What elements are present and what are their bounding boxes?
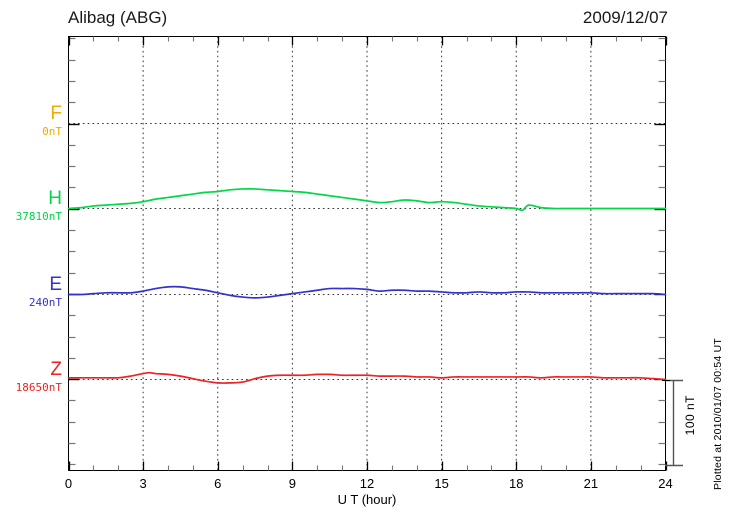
component-symbol-h: H	[48, 188, 62, 209]
component-label-z: Z 18650nT	[16, 360, 62, 393]
x-tick-label: 0	[64, 476, 73, 491]
component-symbol-f: F	[50, 103, 62, 124]
x-tick-label: 24	[658, 476, 673, 491]
component-baseline-z: 18650nT	[15, 381, 62, 394]
component-baseline-f: 0nT	[42, 125, 62, 138]
component-baseline-h: 37810nT	[15, 210, 62, 223]
x-tick-label: 18	[509, 476, 524, 491]
x-tick-label: 15	[434, 476, 449, 491]
x-tick-label: 6	[214, 476, 222, 491]
x-tick-label: 9	[288, 476, 296, 491]
x-tick-label: 21	[583, 476, 599, 491]
x-axis-ticks	[68, 36, 668, 471]
x-tick-label: 3	[139, 476, 147, 491]
x-axis-title: U T (hour)	[337, 492, 397, 507]
data-traces	[67, 187, 667, 384]
x-tick-label: 12	[359, 476, 375, 491]
component-label-h: H 37810nT	[16, 189, 62, 222]
vertical-gridlines	[142, 36, 592, 471]
plot-timestamp: Plotted at 2010/01/07 00:54 UT	[712, 338, 724, 490]
baseline-gridlines	[68, 123, 666, 380]
page-title: Alibag (ABG)	[68, 8, 168, 27]
component-symbol-z: Z	[50, 359, 62, 380]
scale-bar	[662, 379, 683, 467]
scale-bar-label: 100 nT	[683, 395, 697, 436]
component-symbol-e: E	[49, 274, 62, 295]
observation-date: 2009/12/07	[582, 8, 668, 27]
component-label-e: E 240nT	[29, 275, 62, 308]
component-label-f: F 0nT	[42, 104, 62, 137]
component-baseline-e: 240nT	[28, 296, 62, 309]
